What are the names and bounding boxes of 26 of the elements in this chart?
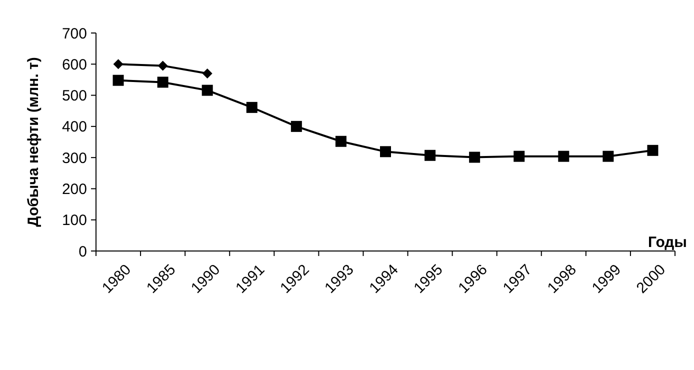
point [202, 84, 213, 96]
point [112, 74, 124, 86]
point [469, 152, 480, 163]
point [647, 144, 658, 156]
y-tick-label: 0 [78, 243, 87, 260]
y-tick-label: 300 [62, 150, 87, 167]
point [602, 150, 614, 162]
y-tick-label: 500 [62, 88, 87, 105]
point [157, 76, 168, 88]
y-tick-label: 400 [62, 118, 87, 136]
y-tick-label: 700 [62, 25, 87, 42]
y-tick-label: 600 [62, 56, 87, 74]
y-axis-title: Добыча нефти (млн. т) [25, 57, 42, 227]
point [424, 150, 436, 161]
point [290, 120, 302, 132]
y-tick-label: 200 [62, 180, 87, 198]
point [113, 59, 124, 70]
point [514, 150, 525, 162]
point [246, 102, 258, 113]
point [558, 150, 570, 162]
point [380, 146, 391, 158]
point [202, 68, 212, 78]
point [335, 136, 346, 147]
point [158, 60, 168, 71]
x-axis-title: Годы [648, 234, 687, 251]
y-tick-label: 100 [62, 212, 87, 230]
